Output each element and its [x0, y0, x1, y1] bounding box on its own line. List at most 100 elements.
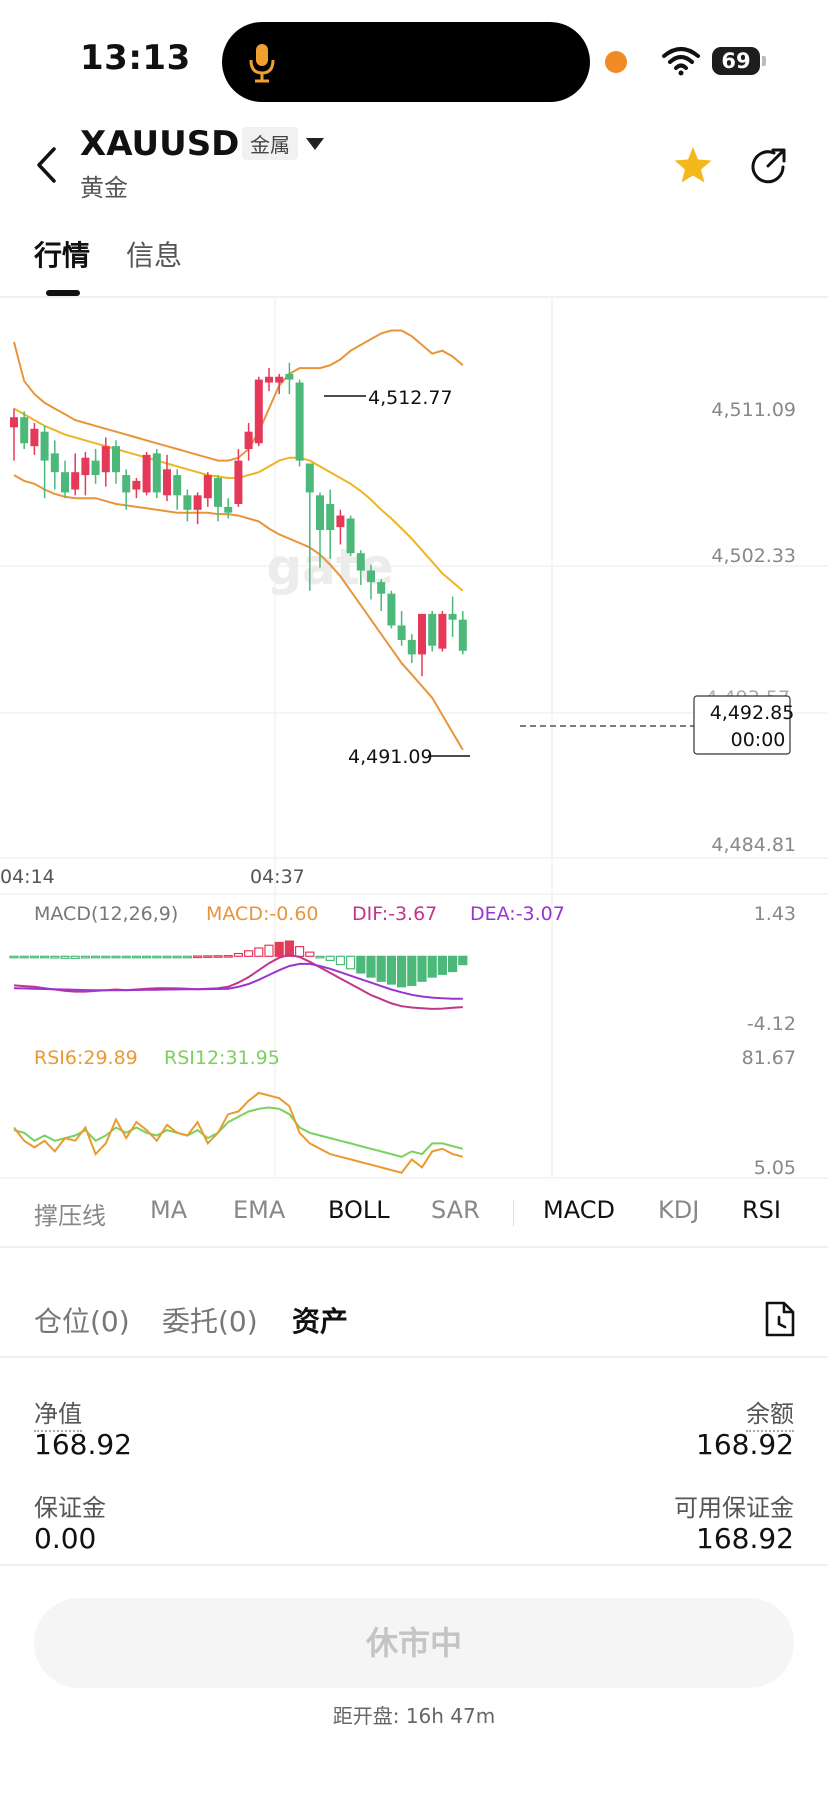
macd-bar [203, 955, 213, 958]
candle-body [336, 515, 345, 528]
net-value: 168.92 [34, 1428, 132, 1461]
macd-bar [9, 955, 19, 959]
candle-body [234, 460, 243, 504]
tab-info[interactable]: 信息 [126, 239, 183, 272]
candle-body [183, 495, 192, 510]
macd-title: MACD(12,26,9) [34, 903, 178, 925]
net-value-label[interactable]: 净值 [34, 1394, 82, 1432]
indicator-tab-support[interactable]: 撑压线 [34, 1202, 106, 1230]
back-arrow-icon[interactable] [34, 145, 58, 185]
symbol-dropdown-icon[interactable] [306, 138, 324, 150]
rsi-lines [13, 1091, 464, 1174]
candle-body [326, 504, 335, 531]
macd-bar [233, 952, 243, 957]
candle-body [295, 382, 304, 461]
low-label: 4,491.09 [348, 746, 433, 768]
balance-label[interactable]: 余额 [746, 1394, 794, 1432]
candle-body [193, 495, 202, 510]
macd-bar [152, 955, 162, 959]
candle-body [40, 431, 49, 461]
candle-body [428, 613, 437, 646]
macd-bar [305, 951, 315, 957]
macd-bar [70, 955, 80, 959]
symbol-title[interactable]: XAUUSD [80, 124, 240, 164]
candle-body [203, 475, 212, 499]
current-price: 4,492.85 [710, 702, 795, 724]
candle-body [387, 593, 396, 626]
macd-value: MACD:-0.60 [206, 903, 319, 925]
macd-bar [121, 955, 131, 959]
candle-countdown: 00:00 [731, 729, 786, 751]
macd-bar [295, 946, 305, 957]
candle-body [275, 376, 284, 383]
macd-bar [448, 955, 458, 973]
open-countdown: 距开盘: 16h 47m [332, 1704, 496, 1728]
candle-body [71, 472, 80, 490]
candle-body [173, 475, 182, 496]
macd-bar [264, 944, 274, 957]
active-tab-indicator [46, 290, 80, 296]
candle-body [316, 495, 324, 531]
macd-bar [60, 955, 70, 959]
favorite-star-icon[interactable] [672, 144, 714, 186]
rsi6-value: RSI6:29.89 [34, 1047, 138, 1069]
candle-body [265, 376, 273, 383]
candle-body [346, 518, 355, 554]
indicator-tab-ema[interactable]: EMA [233, 1196, 286, 1224]
candle-body [20, 417, 29, 444]
divider [0, 1356, 828, 1358]
tab-positions[interactable]: 仓位(0) [34, 1305, 130, 1338]
high-label: 4,512.77 [368, 387, 453, 409]
macd-bar [50, 955, 60, 959]
macd-bar [142, 955, 152, 959]
macd-bar [172, 955, 182, 959]
tab-orders[interactable]: 委托(0) [162, 1305, 258, 1338]
indicator-tab-boll[interactable]: BOLL [328, 1196, 390, 1224]
macd-bar [223, 955, 233, 958]
macd-bar [325, 955, 335, 962]
category-badge: 金属 [242, 127, 298, 160]
history-document-icon[interactable] [764, 1300, 796, 1338]
time-axis-label: 04:14 [0, 866, 55, 888]
candle-body [244, 431, 253, 450]
chart-grid [0, 296, 828, 1179]
market-closed-button[interactable]: 休市中 [34, 1598, 794, 1688]
candle-body [50, 453, 59, 473]
margin-value: 0.00 [34, 1522, 97, 1555]
macd-axis-top: 1.43 [754, 903, 796, 925]
tab-market[interactable]: 行情 [34, 239, 91, 272]
divider [0, 1246, 828, 1248]
candlesticks [10, 362, 467, 677]
price-axis-label: 4,502.33 [711, 545, 796, 567]
balance-value: 168.92 [696, 1428, 794, 1461]
macd-bar [193, 955, 203, 959]
wifi-icon [662, 47, 700, 76]
recording-indicator-dot [605, 51, 627, 73]
current-price-box [693, 695, 791, 755]
candle-body [101, 446, 110, 473]
macd-bar [458, 955, 468, 966]
macd-bar [90, 955, 101, 959]
indicator-tab-kdj[interactable]: KDJ [658, 1196, 700, 1224]
macd-bar [407, 955, 417, 986]
share-icon[interactable] [748, 146, 788, 186]
indicator-tab-ma[interactable]: MA [150, 1196, 188, 1224]
candle-body [418, 613, 426, 655]
candle-body [254, 379, 263, 444]
macd-bar [356, 955, 366, 974]
candle-body [407, 639, 416, 655]
indicator-tab-sar[interactable]: SAR [431, 1196, 480, 1224]
rsi12-value: RSI12:31.95 [164, 1047, 280, 1069]
battery-cap [762, 56, 766, 66]
price-chart[interactable]: gate 4,512.77 4,491.09 4,493.57 4,492.85… [0, 296, 828, 1180]
indicator-tab-rsi[interactable]: RSI [742, 1196, 781, 1224]
macd-bar [437, 955, 447, 975]
macd-bar [101, 955, 111, 959]
candle-body [122, 475, 131, 493]
macd-bar [315, 955, 325, 959]
tab-assets[interactable]: 资产 [292, 1305, 349, 1338]
indicator-tab-macd[interactable]: MACD [543, 1196, 615, 1224]
macd-bar [346, 955, 356, 970]
dif-line [13, 953, 463, 1010]
rsi-axis-top: 81.67 [742, 1047, 796, 1069]
